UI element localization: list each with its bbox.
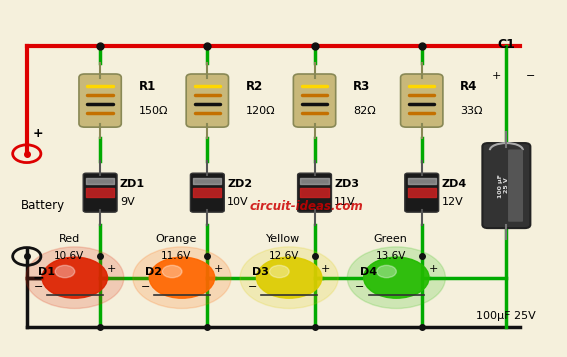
Text: −: − <box>32 271 44 285</box>
Text: 10V: 10V <box>227 196 249 206</box>
Text: circuit-ideas.com: circuit-ideas.com <box>249 200 363 213</box>
Text: −: − <box>355 282 365 292</box>
Text: R3: R3 <box>353 80 370 93</box>
Text: 11.6V: 11.6V <box>161 251 192 261</box>
Text: 100 µF
25 V: 100 µF 25 V <box>498 174 509 197</box>
Text: 12V: 12V <box>442 196 463 206</box>
FancyBboxPatch shape <box>186 74 229 127</box>
Text: 100μF 25V: 100μF 25V <box>476 311 536 321</box>
Text: 13.6V: 13.6V <box>375 251 406 261</box>
Circle shape <box>363 257 429 298</box>
Circle shape <box>240 247 338 308</box>
FancyBboxPatch shape <box>293 74 336 127</box>
Circle shape <box>55 265 75 278</box>
FancyBboxPatch shape <box>483 143 530 228</box>
Circle shape <box>42 257 108 298</box>
Text: Battery: Battery <box>21 198 65 212</box>
Text: +: + <box>32 126 43 140</box>
FancyBboxPatch shape <box>298 173 332 212</box>
Text: ZD3: ZD3 <box>335 179 359 189</box>
Text: +: + <box>428 264 438 274</box>
Circle shape <box>347 247 446 308</box>
Text: −: − <box>141 282 150 292</box>
Text: −: − <box>248 282 257 292</box>
Text: 9V: 9V <box>120 196 134 206</box>
Text: R2: R2 <box>246 80 263 93</box>
Text: C1: C1 <box>497 38 515 51</box>
Text: R1: R1 <box>138 80 156 93</box>
FancyBboxPatch shape <box>79 74 121 127</box>
Text: Green: Green <box>374 234 408 244</box>
Circle shape <box>376 265 396 278</box>
Text: D4: D4 <box>359 267 377 277</box>
Circle shape <box>256 257 322 298</box>
Text: 82Ω: 82Ω <box>353 106 376 116</box>
FancyBboxPatch shape <box>508 150 523 222</box>
Circle shape <box>149 257 215 298</box>
Text: 120Ω: 120Ω <box>246 106 276 116</box>
Text: D1: D1 <box>38 267 55 277</box>
Text: Orange: Orange <box>155 234 197 244</box>
Text: 12.6V: 12.6V <box>268 251 299 261</box>
Text: +: + <box>492 71 501 81</box>
Text: Red: Red <box>58 234 80 244</box>
Text: +: + <box>214 264 223 274</box>
FancyBboxPatch shape <box>405 173 439 212</box>
Text: +: + <box>107 264 116 274</box>
Circle shape <box>269 265 289 278</box>
FancyBboxPatch shape <box>400 74 443 127</box>
Text: ZD1: ZD1 <box>120 179 145 189</box>
FancyBboxPatch shape <box>191 173 225 212</box>
Text: +: + <box>321 264 331 274</box>
Text: D2: D2 <box>145 267 162 277</box>
Text: ZD2: ZD2 <box>227 179 252 189</box>
Text: 10.6V: 10.6V <box>54 251 84 261</box>
FancyBboxPatch shape <box>83 173 117 212</box>
Text: Yellow: Yellow <box>266 234 301 244</box>
Text: 33Ω: 33Ω <box>460 106 483 116</box>
Circle shape <box>133 247 231 308</box>
Text: 11V: 11V <box>335 196 356 206</box>
Text: ZD4: ZD4 <box>442 179 467 189</box>
Text: D3: D3 <box>252 267 269 277</box>
Text: −: − <box>33 282 43 292</box>
Circle shape <box>26 247 124 308</box>
Text: −: − <box>526 71 535 81</box>
Circle shape <box>162 265 182 278</box>
Text: R4: R4 <box>460 80 477 93</box>
Text: 150Ω: 150Ω <box>138 106 168 116</box>
